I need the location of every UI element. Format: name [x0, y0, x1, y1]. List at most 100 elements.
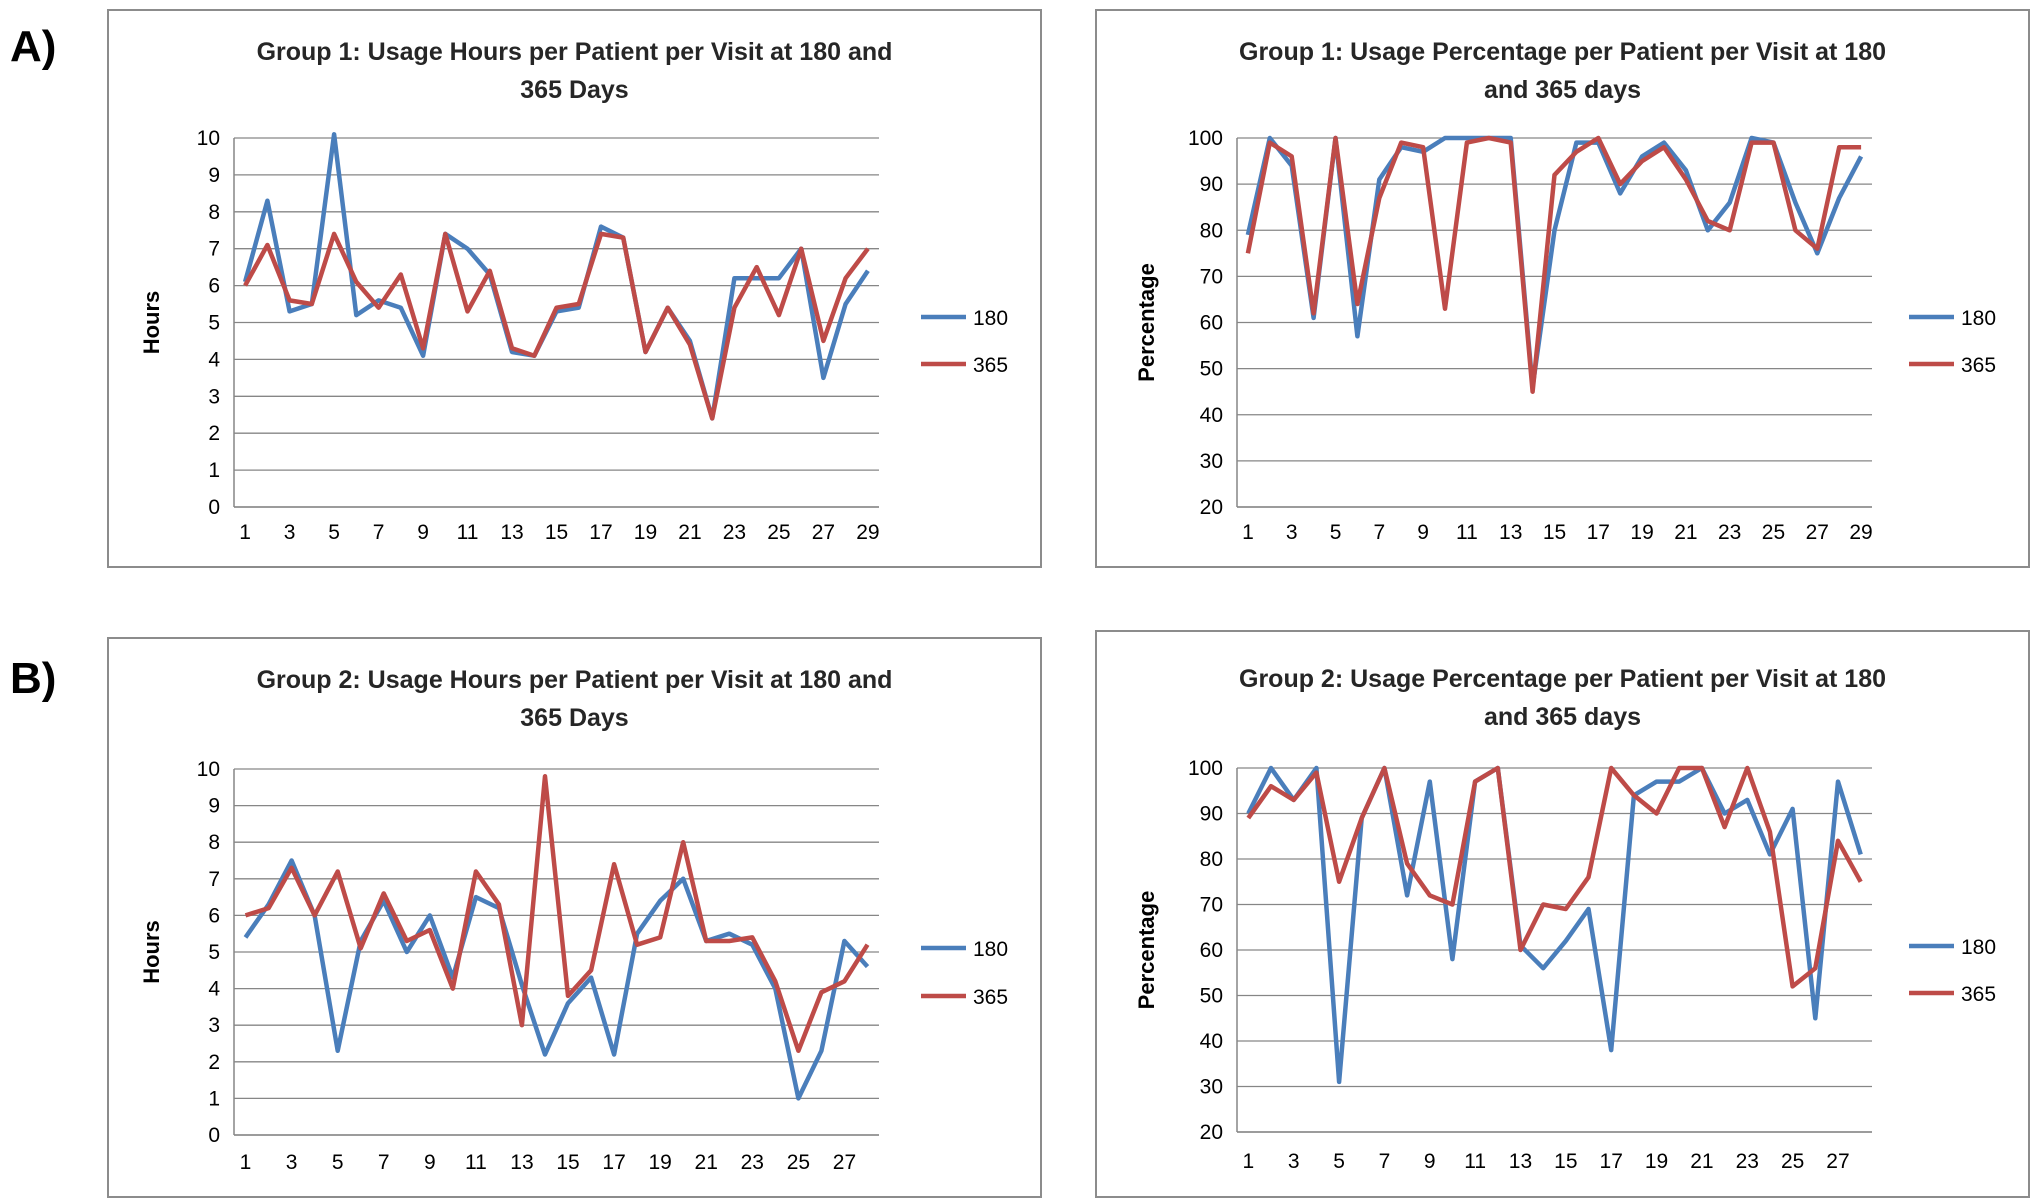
series-line-365 [1246, 765, 1863, 989]
legend-label-180: 180 [973, 307, 1008, 330]
chart-title: Group 2: Usage Hours per Patient per Vis… [256, 666, 893, 732]
x-tick-label: 5 [1330, 521, 1342, 544]
legend-label-180: 180 [1961, 936, 1996, 959]
x-tick-label: 21 [1674, 521, 1697, 544]
y-tick-label: 1 [208, 459, 220, 482]
x-tick-label: 17 [1600, 1150, 1623, 1173]
x-tick-label: 7 [373, 521, 385, 544]
y-axis-label: Percentage [1134, 891, 1159, 1010]
y-tick-label: 0 [208, 1124, 220, 1147]
y-tick-label: 7 [208, 238, 220, 261]
y-tick-label: 70 [1200, 265, 1223, 288]
y-tick-label: 40 [1200, 404, 1223, 427]
x-tick-label: 7 [378, 1151, 390, 1174]
y-tick-label: 7 [208, 868, 220, 891]
y-tick-label: 100 [1188, 757, 1223, 780]
x-tick-label: 11 [1456, 521, 1478, 544]
legend-label-365: 365 [1961, 354, 1996, 377]
y-tick-label: 20 [1200, 1121, 1223, 1144]
x-tick-label: 11 [1464, 1150, 1486, 1173]
x-tick-label: 23 [741, 1151, 764, 1174]
y-axis-label: Percentage [1134, 263, 1159, 382]
chart-g2-percentage: Group 2: Usage Percentage per Patient pe… [1095, 630, 2030, 1198]
chart-title: Group 1: Usage Hours per Patient per Vis… [256, 38, 893, 104]
x-tick-label: 27 [1826, 1150, 1849, 1173]
y-tick-label: 60 [1200, 939, 1223, 962]
y-tick-label: 80 [1200, 848, 1223, 871]
x-tick-label: 15 [1554, 1150, 1577, 1173]
x-tick-label: 11 [457, 521, 479, 544]
y-tick-label: 5 [208, 941, 220, 964]
series-line-180 [243, 858, 870, 1101]
x-tick-label: 13 [1499, 521, 1522, 544]
x-tick-label: 19 [1630, 521, 1653, 544]
x-tick-label: 23 [723, 521, 746, 544]
y-tick-label: 90 [1200, 803, 1223, 826]
legend-label-180: 180 [973, 938, 1008, 961]
y-tick-label: 90 [1200, 173, 1223, 196]
x-tick-label: 15 [1543, 521, 1566, 544]
chart-g1-percentage: Group 1: Usage Percentage per Patient pe… [1095, 9, 2030, 568]
x-tick-label: 13 [500, 521, 523, 544]
chart-title: Group 1: Usage Percentage per Patient pe… [1239, 38, 1886, 104]
y-tick-label: 6 [208, 904, 220, 927]
x-tick-label: 3 [284, 521, 296, 544]
y-tick-label: 5 [208, 312, 220, 335]
x-tick-label: 7 [1379, 1150, 1391, 1173]
x-tick-label: 29 [856, 521, 879, 544]
y-tick-label: 3 [208, 1014, 220, 1037]
x-tick-label: 1 [1242, 1150, 1254, 1173]
x-tick-label: 21 [695, 1151, 718, 1174]
x-tick-label: 13 [510, 1151, 533, 1174]
x-tick-label: 3 [286, 1151, 298, 1174]
x-tick-label: 3 [1288, 1150, 1300, 1173]
series-line-365 [244, 774, 870, 1054]
x-tick-label: 3 [1286, 521, 1298, 544]
y-tick-label: 50 [1200, 985, 1223, 1008]
x-tick-label: 21 [1690, 1150, 1713, 1173]
x-tick-label: 19 [1645, 1150, 1668, 1173]
y-tick-label: 60 [1200, 312, 1223, 335]
x-tick-label: 15 [545, 521, 568, 544]
y-axis-label: Hours [139, 920, 164, 984]
panel-label-a: A) [10, 22, 57, 71]
x-tick-label: 27 [833, 1151, 856, 1174]
x-tick-label: 9 [417, 521, 429, 544]
y-tick-label: 20 [1200, 496, 1223, 519]
y-tick-label: 4 [208, 978, 220, 1001]
x-tick-label: 23 [1718, 521, 1741, 544]
panel-label-b: B) [10, 654, 57, 703]
y-tick-label: 9 [208, 795, 220, 818]
legend-label-365: 365 [973, 354, 1008, 377]
x-tick-label: 25 [787, 1151, 810, 1174]
y-tick-label: 10 [197, 758, 220, 781]
y-tick-label: 30 [1200, 450, 1223, 473]
x-tick-label: 23 [1736, 1150, 1759, 1173]
series-line-180 [1246, 765, 1863, 1085]
series-line-365 [243, 231, 870, 421]
y-tick-label: 80 [1200, 219, 1223, 242]
y-tick-label: 70 [1200, 894, 1223, 917]
y-tick-label: 8 [208, 831, 220, 854]
series-line-180 [1245, 135, 1864, 390]
y-tick-label: 10 [197, 127, 220, 150]
y-tick-label: 50 [1200, 358, 1223, 381]
x-tick-label: 29 [1849, 521, 1872, 544]
y-tick-label: 1 [208, 1087, 220, 1110]
legend-label-180: 180 [1961, 307, 1996, 330]
x-tick-label: 1 [239, 521, 251, 544]
x-tick-label: 27 [812, 521, 835, 544]
x-tick-label: 5 [328, 521, 340, 544]
y-tick-label: 8 [208, 201, 220, 224]
x-tick-label: 25 [1781, 1150, 1804, 1173]
x-tick-label: 15 [556, 1151, 579, 1174]
x-tick-label: 17 [589, 521, 612, 544]
y-axis-label: Hours [139, 291, 164, 355]
y-tick-label: 6 [208, 275, 220, 298]
y-tick-label: 2 [208, 422, 220, 445]
x-tick-label: 9 [424, 1151, 436, 1174]
